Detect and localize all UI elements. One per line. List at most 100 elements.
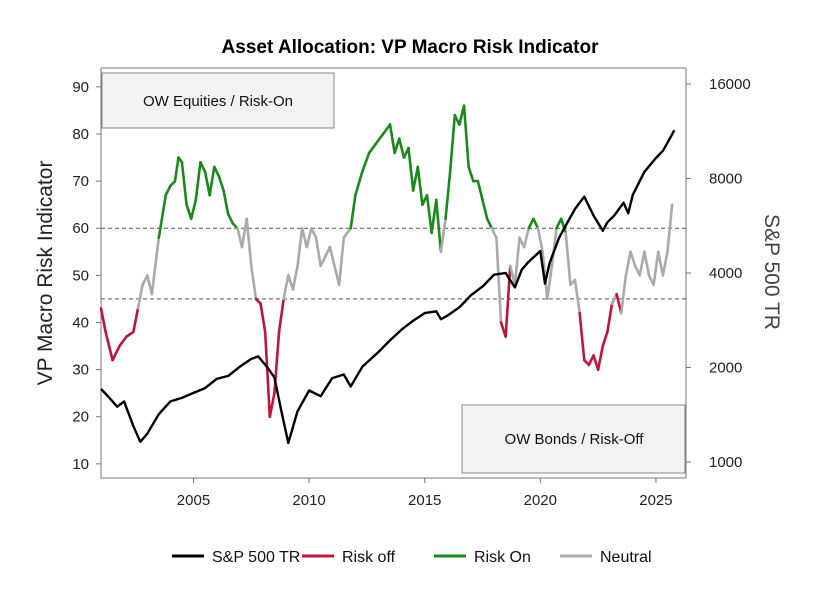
indicator-segment-risk-on xyxy=(481,198,489,221)
y-tick-label: 60 xyxy=(72,220,89,237)
indicator-segment-risk-on xyxy=(397,137,406,159)
x-tick-label: 2020 xyxy=(524,492,557,509)
right-axis-ticks: 1000 2000 4000 8000 16000 xyxy=(686,76,751,471)
indicator-segment-risk-on xyxy=(434,198,443,254)
indicator-segment-risk-off xyxy=(263,330,272,419)
y-tick-label: 20 xyxy=(72,409,89,426)
indicator-segment-neutral xyxy=(545,264,554,301)
indicator-segment-risk-off xyxy=(125,330,135,338)
y-tick-label: 90 xyxy=(72,79,89,96)
indicator-segment-neutral xyxy=(656,250,665,277)
indicator-segment-risk-on xyxy=(381,123,392,136)
y-tick-label: 30 xyxy=(72,362,89,379)
y2-axis-label: S&P 500 TR xyxy=(760,214,783,330)
x-tick-label: 2015 xyxy=(408,492,441,509)
indicator-segment-neutral xyxy=(666,203,674,254)
legend: S&P 500 TR Risk off Risk On Neutral xyxy=(172,549,652,566)
indicator-segment-risk-on xyxy=(559,217,568,235)
indicator-segment-risk-on xyxy=(367,142,378,155)
indicator-segment-neutral xyxy=(550,226,558,268)
indicator-segment-risk-on xyxy=(407,146,415,192)
x-tick-label: 2010 xyxy=(292,492,325,509)
indicator-segment-risk-on xyxy=(222,189,230,216)
indicator-segment-neutral xyxy=(638,250,646,277)
indicator-segment-risk-on xyxy=(476,179,484,202)
indicator-segment-neutral xyxy=(337,236,346,287)
indicator-segment-neutral xyxy=(282,274,290,301)
indicator-segment-risk-off xyxy=(268,391,276,419)
risk-on-box xyxy=(101,72,335,129)
indicator-segment-neutral xyxy=(643,250,651,277)
indicator-segment-neutral xyxy=(296,226,304,268)
indicator-segment-risk-off xyxy=(601,330,609,348)
indicator-segment-risk-on xyxy=(467,165,475,183)
indicator-segment-risk-on xyxy=(208,165,216,197)
indicator-segment-neutral xyxy=(495,236,503,324)
indicator-segment-risk-on xyxy=(448,113,457,173)
y2-tick-label: 4000 xyxy=(709,265,742,282)
indicator-segment-neutral xyxy=(536,226,544,254)
x-axis-ticks: 2005 2010 2015 2020 2025 xyxy=(177,478,673,509)
indicator-segment-neutral xyxy=(342,226,353,239)
legend-label: Risk On xyxy=(474,549,531,566)
indicator-segment-risk-on xyxy=(349,193,357,230)
indicator-segment-risk-on xyxy=(527,217,535,230)
indicator-segment-risk-off xyxy=(99,307,107,334)
indicator-segment-risk-on xyxy=(213,165,221,178)
indicator-segment-risk-on xyxy=(360,151,371,173)
indicator-segment-risk-on xyxy=(374,132,385,145)
indicator-segment-risk-on xyxy=(226,212,235,225)
indicator-segment-risk-on xyxy=(203,170,211,197)
indicator-segment-neutral xyxy=(629,250,637,268)
y-tick-label: 50 xyxy=(72,267,89,284)
indicator-segment-risk-off xyxy=(132,307,140,334)
indicator-segment-risk-on xyxy=(425,193,433,235)
legend-label: S&P 500 TR xyxy=(212,549,300,566)
indicator-segment-neutral xyxy=(619,274,628,315)
indicator-segment-neutral xyxy=(314,236,322,268)
x-tick-label: 2005 xyxy=(177,492,210,509)
indicator-segment-neutral xyxy=(522,226,531,249)
indicator-segment-risk-on xyxy=(173,156,180,183)
risk-on-box-label: OW Equities / Risk-On xyxy=(143,93,293,110)
indicator-segment-neutral xyxy=(249,264,258,301)
y-tick-label: 80 xyxy=(72,126,89,143)
y2-tick-label: 2000 xyxy=(709,360,742,377)
risk-on-annotation: OW Equities / Risk-On xyxy=(101,72,335,129)
risk-off-box xyxy=(461,404,686,474)
chart-title: Asset Allocation: VP Macro Risk Indicato… xyxy=(222,37,600,58)
legend-item: Risk off xyxy=(302,549,396,566)
indicator-segment-risk-on xyxy=(485,217,494,230)
indicator-segment-neutral xyxy=(490,226,498,239)
indicator-segment-neutral xyxy=(319,255,327,268)
indicator-segment-risk-off xyxy=(104,330,114,362)
indicator-segment-risk-on xyxy=(157,193,168,239)
left-axis-ticks: 10 20 30 40 50 60 70 80 90 xyxy=(72,79,101,473)
x-tick-label: 2025 xyxy=(639,492,672,509)
y2-tick-label: 1000 xyxy=(709,454,742,471)
indicator-segment-risk-on xyxy=(532,217,540,230)
legend-item: S&P 500 TR xyxy=(172,549,300,566)
indicator-segment-risk-off xyxy=(118,335,128,348)
indicator-segment-neutral xyxy=(150,236,161,296)
indicator-segment-risk-on xyxy=(180,160,188,206)
indicator-segment-neutral xyxy=(300,226,309,249)
indicator-segment-risk-on xyxy=(189,198,198,221)
indicator-segment-risk-off xyxy=(259,302,267,334)
indicator-segment-neutral xyxy=(624,250,632,277)
legend-label: Neutral xyxy=(600,549,652,566)
indicator-segment-risk-on xyxy=(185,203,193,221)
y-tick-label: 40 xyxy=(72,314,89,331)
threshold-lines xyxy=(101,227,686,300)
risk-off-annotation: OW Bonds / Risk-Off xyxy=(461,404,686,474)
indicator-segment-neutral xyxy=(291,264,299,291)
indicator-segment-risk-on xyxy=(217,175,225,192)
y2-tick-label: 8000 xyxy=(709,171,742,188)
indicator-segment-neutral xyxy=(573,278,581,315)
indicator-segment-neutral xyxy=(652,250,660,287)
indicator-segment-risk-on xyxy=(393,137,401,155)
indicator-segment-risk-off xyxy=(578,311,586,362)
indicator-segment-risk-on xyxy=(388,123,396,155)
